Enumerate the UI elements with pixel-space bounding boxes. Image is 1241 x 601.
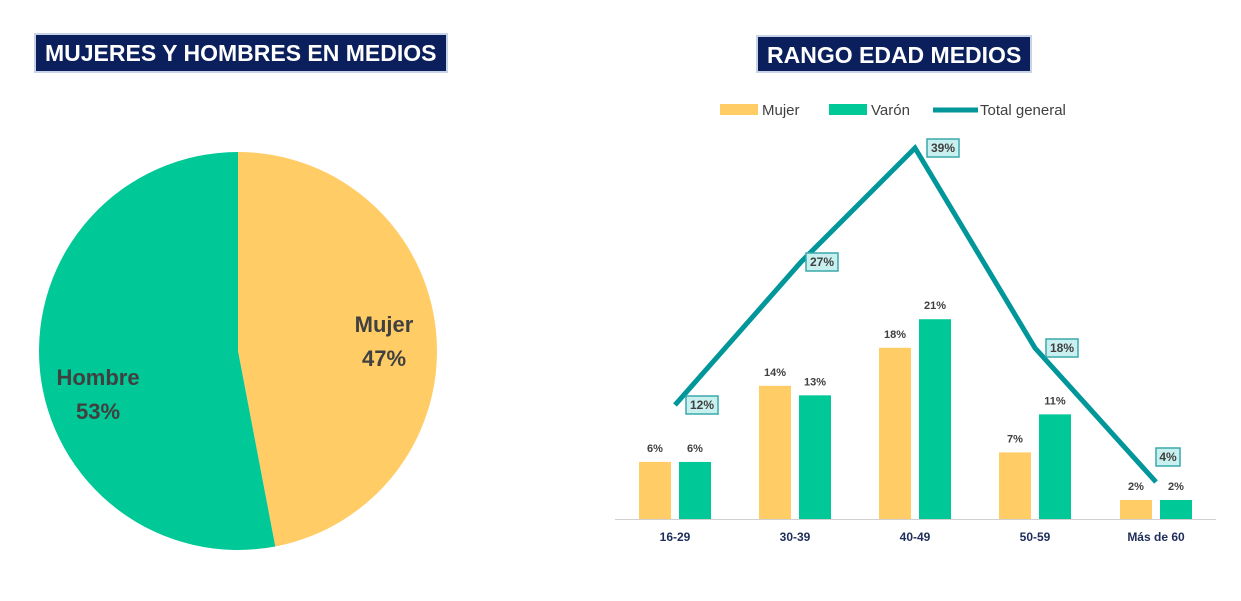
total-general-line [673, 143, 1158, 484]
pie-label-value-hombre: 53% [76, 399, 120, 424]
bar-varón-3 [1039, 414, 1071, 519]
category-label-3: 50-59 [1020, 530, 1051, 544]
line-label-3: 18% [1050, 341, 1074, 355]
bar-varón-2 [919, 319, 951, 519]
legend-label-0: Mujer [762, 102, 800, 119]
line-label-box-0 [685, 395, 719, 415]
pie-chart-title: MUJERES Y HOMBRES EN MEDIOS [34, 33, 448, 73]
legend-swatch-1 [829, 104, 867, 115]
bar-chart: 6% 6% 16-29 14% 13% 30-39 18% 21% 40-49 7% 11% 50-5… [615, 138, 1216, 544]
legend-label-1: Varón [871, 102, 910, 119]
line-label-1: 27% [810, 255, 834, 269]
bar-mujer-3 [999, 452, 1031, 519]
bar-label-mujer-4: 2% [1128, 481, 1144, 493]
line-label-4: 4% [1159, 450, 1177, 464]
category-label-2: 40-49 [900, 530, 931, 544]
bar-mujer-2 [879, 347, 911, 519]
line-label-box-3 [1045, 338, 1079, 358]
bar-chart-title: RANGO EDAD MEDIOS [756, 35, 1033, 73]
bar-label-varón-2: 21% [924, 300, 946, 312]
bar-label-varón-0: 6% [687, 443, 703, 455]
pie-label-name-mujer: Mujer [355, 312, 414, 337]
line-label-box-2 [926, 138, 960, 158]
category-label-0: 16-29 [660, 530, 691, 544]
category-label-4: Más de 60 [1127, 530, 1185, 544]
line-label-box-1 [805, 252, 839, 272]
bar-label-mujer-2: 18% [884, 329, 906, 341]
pie-chart: Mujer 47% Hombre 53% [39, 152, 438, 550]
bar-label-mujer-1: 14% [764, 367, 786, 379]
bar-label-mujer-0: 6% [647, 443, 663, 455]
line-label-2: 39% [931, 141, 955, 155]
bar-varón-1 [799, 395, 831, 519]
bar-label-mujer-3: 7% [1007, 433, 1023, 445]
bar-varón-0 [679, 461, 711, 519]
pie-label-name-hombre: Hombre [56, 365, 139, 390]
pie-slice-hombre [39, 152, 276, 550]
bar-varón-4 [1160, 499, 1192, 519]
category-label-1: 30-39 [780, 530, 811, 544]
pie-slice-mujer [238, 152, 438, 547]
bar-label-varón-3: 11% [1044, 395, 1066, 407]
bar-label-varón-4: 2% [1168, 481, 1184, 493]
line-label-0: 12% [690, 398, 714, 412]
bar-mujer-1 [759, 385, 791, 519]
bar-mujer-4 [1120, 499, 1152, 519]
bar-label-varón-1: 13% [804, 376, 826, 388]
bar-chart-legend: Mujer Varón Total general [720, 102, 1066, 119]
pie-label-value-mujer: 47% [362, 346, 406, 371]
legend-label-2: Total general [980, 102, 1066, 119]
legend-swatch-0 [720, 104, 758, 115]
line-label-box-4 [1155, 447, 1181, 467]
bar-mujer-0 [639, 461, 671, 519]
